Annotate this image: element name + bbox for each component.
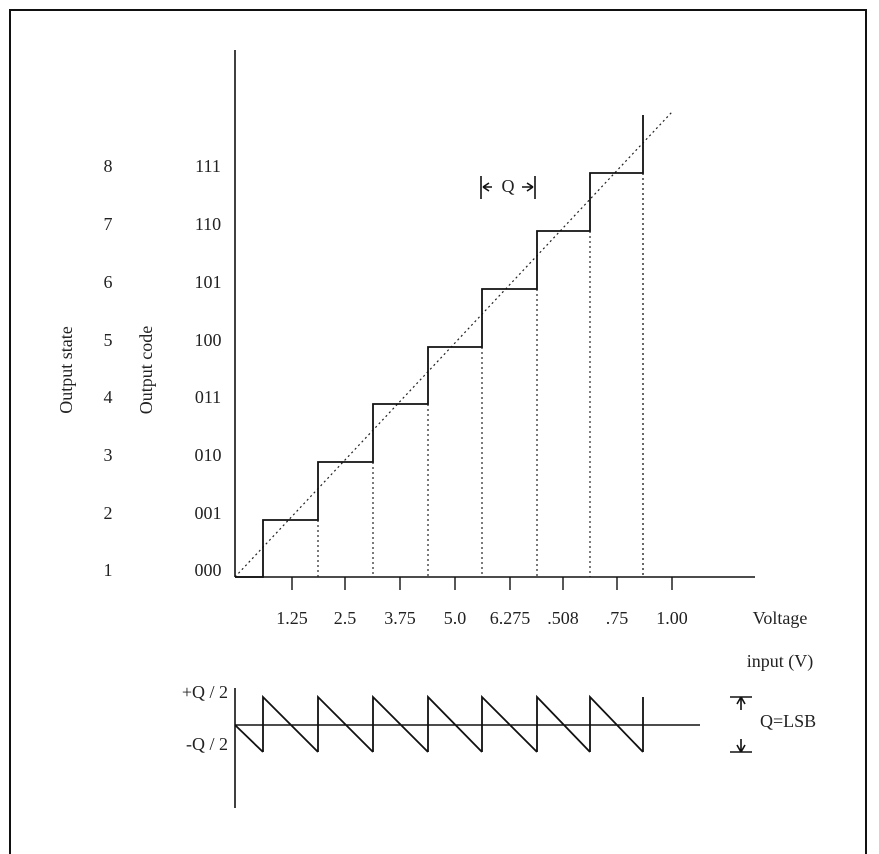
x-tick-label: 3.75 <box>384 608 416 628</box>
output-state: 1 <box>104 560 113 580</box>
output-code: 011 <box>195 387 221 407</box>
output-state: 7 <box>104 214 113 234</box>
output-code: 111 <box>195 156 221 176</box>
x-tick-label: 6.275 <box>490 608 531 628</box>
output-code-label: Output code <box>136 326 156 414</box>
output-code: 101 <box>195 272 222 292</box>
lsb-label: Q=LSB <box>760 711 816 731</box>
output-state: 3 <box>104 445 113 465</box>
frame <box>10 10 866 854</box>
diagram: Output state Output code Voltage input (… <box>0 0 879 854</box>
output-state: 8 <box>104 156 113 176</box>
q-label: Q <box>502 176 515 196</box>
x-tick-label: 1.00 <box>656 608 688 628</box>
output-state-label: Output state <box>56 326 76 414</box>
output-state: 4 <box>104 387 113 407</box>
staircase <box>235 115 643 577</box>
x-tick-label: .508 <box>547 608 579 628</box>
ideal-line <box>235 112 672 577</box>
x-axis-label: Voltage <box>753 608 808 628</box>
output-code: 000 <box>195 560 222 580</box>
output-state: 2 <box>104 503 113 523</box>
output-code: 100 <box>195 330 222 350</box>
output-code: 001 <box>195 503 222 523</box>
output-code: 110 <box>195 214 221 234</box>
x-tick-label: .75 <box>606 608 629 628</box>
output-code: 010 <box>195 445 222 465</box>
x-tick-label: 2.5 <box>334 608 357 628</box>
minus-half-q: -Q / 2 <box>186 734 228 754</box>
output-state: 5 <box>104 330 113 350</box>
x-tick-label: 5.0 <box>444 608 467 628</box>
x-axis-label: input (V) <box>747 651 814 672</box>
figure: Output state Output code Voltage input (… <box>56 50 816 808</box>
output-state: 6 <box>104 272 113 292</box>
plus-half-q: +Q / 2 <box>182 682 228 702</box>
lsb-marker <box>730 697 752 752</box>
x-tick-label: 1.25 <box>276 608 308 628</box>
